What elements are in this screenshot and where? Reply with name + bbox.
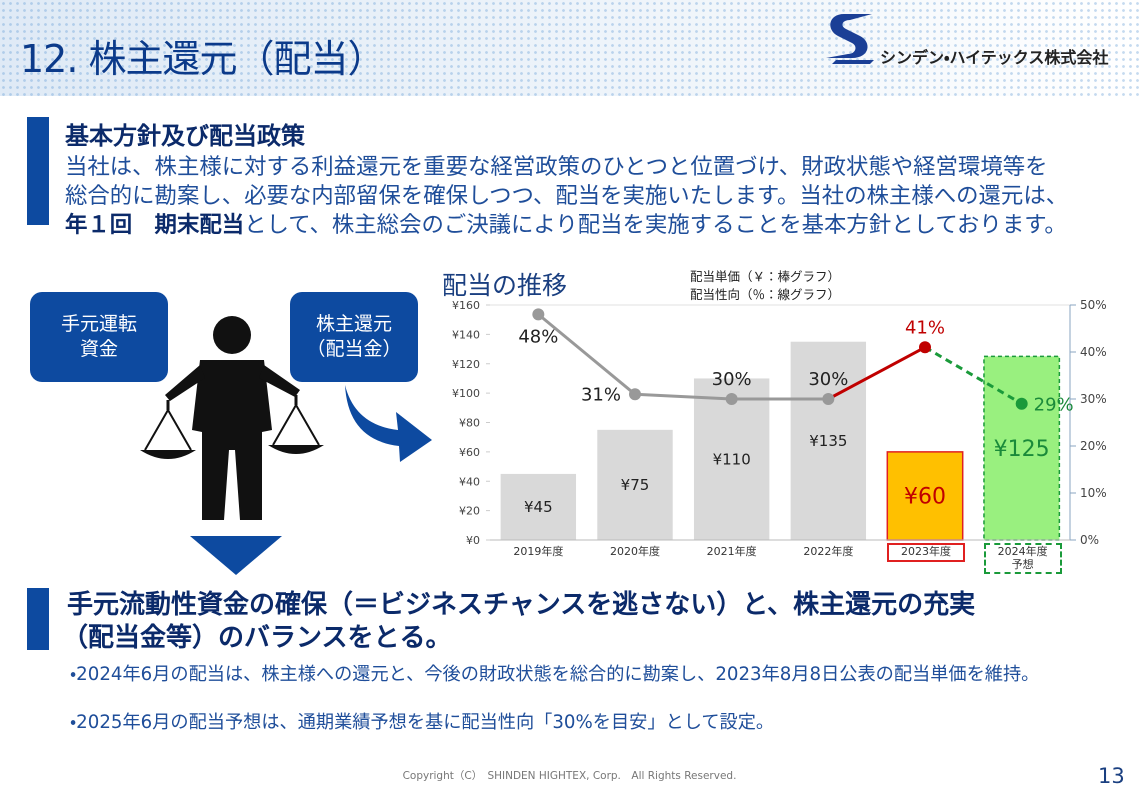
- y2-tick-label: 30%: [1080, 392, 1107, 406]
- bar: [983, 355, 1061, 541]
- line-point: [725, 393, 738, 405]
- section-bar: [27, 117, 49, 225]
- y-tick-label: ¥20: [459, 505, 480, 518]
- bar-value-label: ¥75: [621, 476, 650, 494]
- bar: [500, 473, 577, 540]
- y-tick-label: ¥0: [466, 534, 480, 547]
- y-tick-label: ¥60: [459, 446, 480, 459]
- legend-entry: 配当単価（￥：棒グラフ）: [690, 269, 841, 284]
- line-point: [822, 393, 835, 405]
- person-figure: [140, 316, 324, 520]
- section-bar: [27, 588, 49, 650]
- header-background: [0, 0, 1139, 96]
- line-segment: [537, 313, 636, 396]
- y-tick-label: ¥40: [459, 475, 480, 488]
- chart-title: 配当の推移: [442, 271, 568, 300]
- line-point: [532, 308, 545, 321]
- logo: [826, 14, 874, 64]
- policy-line: 年１回 期末配当として、株主総会のご決議により配当を実施することを基本方針として…: [65, 207, 1067, 239]
- bar: [790, 341, 867, 540]
- text: 総合的に勘案し、必要な内部留保を確保しつつ、配当を実施いたします。当社の株主様へ…: [65, 183, 1069, 209]
- y2-tick-label: 20%: [1080, 439, 1107, 453]
- down-arrow: [190, 536, 282, 575]
- y2-tick-label: 50%: [1080, 298, 1107, 312]
- text: 当社は、株主様に対する利益還元を重要な経営政策のひとつと位置づけ、財政状態や経営…: [65, 154, 1048, 180]
- bullet: ・2025年6月の配当予想は、通期業績予想を基に配当性向「30%を目安」として設…: [70, 712, 775, 733]
- y2-tick-label: 40%: [1080, 345, 1107, 359]
- line-value-label: 30%: [712, 369, 752, 390]
- copyright: Copyright（C） SHINDEN HIGHTEX, Corp. All …: [402, 770, 737, 782]
- bar: [693, 378, 770, 540]
- policy-line: 当社は、株主様に対する利益還元を重要な経営政策のひとつと位置づけ、財政状態や経営…: [65, 149, 1048, 181]
- x-tick-label: 2024年度 予想: [983, 543, 1062, 575]
- bar-value-label: ¥135: [809, 432, 847, 450]
- line-value-label: 29%: [1034, 395, 1074, 416]
- x-tick-label: 2019年度: [513, 545, 564, 558]
- y-tick-label: ¥160: [452, 299, 480, 312]
- line-value-label: 41%: [905, 317, 945, 338]
- line-segment: [634, 392, 732, 401]
- bar-value-label: ¥45: [524, 498, 553, 516]
- line-point: [629, 388, 641, 401]
- x-tick-label: 2023年度: [887, 543, 965, 562]
- x-tick-label: 2021年度: [706, 545, 757, 558]
- line-value-label: 30%: [808, 369, 848, 390]
- bullet: ・2024年6月の配当は、株主様への還元と、今後の財政状態を総合的に勘案し、20…: [70, 664, 1040, 685]
- line-value-label: 31%: [581, 384, 621, 405]
- bar: [886, 451, 964, 541]
- x-tick-label: 2022年度: [803, 545, 854, 558]
- right-box: 株主還元 （配当金）: [290, 292, 418, 382]
- slide-title: 12. 株主還元（配当）: [20, 37, 386, 81]
- line-value-label: 48%: [518, 326, 558, 347]
- policy-line: 総合的に勘案し、必要な内部留保を確保しつつ、配当を実施いたします。当社の株主様へ…: [65, 178, 1068, 210]
- bold-text: 年１回 期末配当: [65, 212, 245, 238]
- y-tick-label: ¥100: [452, 387, 480, 400]
- section-heading: 基本方針及び配当政策: [65, 122, 305, 150]
- text: として、株主総会のご決議により配当を実施することを基本方針としております。: [244, 212, 1067, 238]
- y-tick-label: ¥120: [452, 358, 480, 371]
- line-segment: [827, 345, 926, 401]
- company-name: シンデン・ハイテックス株式会社: [880, 48, 1109, 67]
- conclusion-line: 手元流動性資金の確保（＝ビジネスチャンスを逃さない）と、株主還元の充実: [67, 590, 976, 620]
- bar-value-label: ¥60: [904, 485, 946, 510]
- bar: [597, 429, 673, 540]
- y2-tick-label: 0%: [1080, 533, 1099, 547]
- page-number: 13: [1098, 764, 1125, 788]
- x-tick-label: 2020年度: [610, 545, 660, 558]
- y2-tick-label: 10%: [1080, 486, 1107, 500]
- curved-arrow: [345, 385, 432, 462]
- bar-value-label: ¥125: [994, 437, 1050, 462]
- line-segment: [924, 346, 1023, 405]
- left-box: 手元運転 資金: [30, 292, 168, 382]
- line-point: [1015, 397, 1028, 410]
- bar-value-label: ¥110: [713, 450, 751, 468]
- y-tick-label: ¥140: [452, 328, 480, 341]
- conclusion-line: （配当金等）のバランスをとる。: [62, 623, 452, 653]
- y-tick-label: ¥80: [459, 417, 480, 430]
- line-point: [919, 341, 931, 354]
- legend-entry: 配当性向（％：線グラフ）: [690, 287, 841, 302]
